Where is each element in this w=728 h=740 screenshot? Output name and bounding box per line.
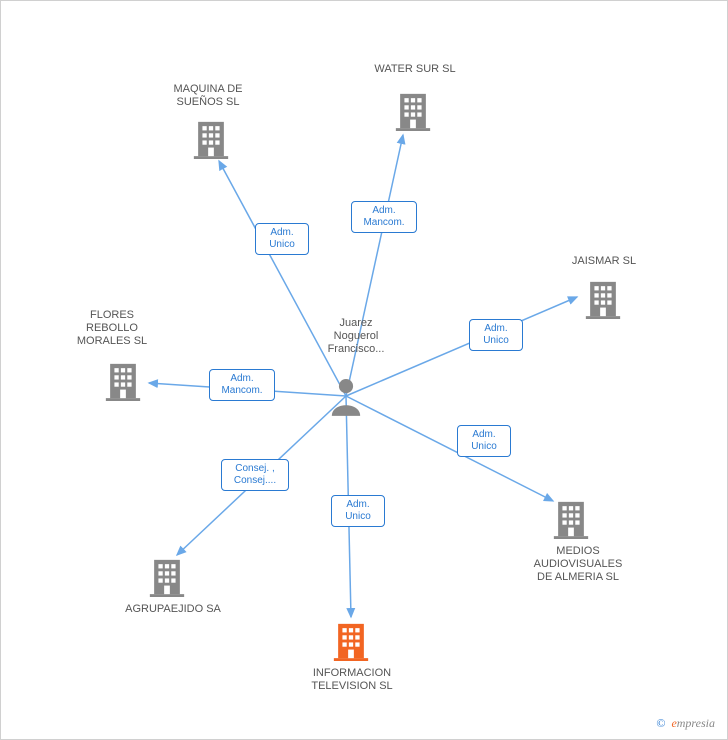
person-icon xyxy=(329,376,363,416)
footer-credit: © empresia xyxy=(656,716,715,731)
building-icon[interactable] xyxy=(105,361,141,401)
edge-label: Adm. Mancom. xyxy=(351,201,417,233)
building-icon[interactable] xyxy=(395,91,431,131)
diagram-container: Juarez Noguerol Francisco... MAQUINA DE … xyxy=(0,0,728,740)
copyright-symbol: © xyxy=(656,716,665,730)
node-label: AGRUPAEJIDO SA xyxy=(113,603,233,616)
building-icon[interactable] xyxy=(585,279,621,319)
node-label: JAISMAR SL xyxy=(559,255,649,268)
edge-line xyxy=(346,135,403,396)
node-label: FLORES REBOLLO MORALES SL xyxy=(67,309,157,349)
edge-label: Adm. Unico xyxy=(469,319,523,351)
brand-rest: mpresia xyxy=(677,716,715,730)
node-label: MEDIOS AUDIOVISUALES DE ALMERIA SL xyxy=(523,545,633,585)
edge-label: Adm. Unico xyxy=(255,223,309,255)
edge-line xyxy=(346,396,553,501)
node-label: INFORMACION TELEVISION SL xyxy=(297,667,407,693)
edge-label: Adm. Mancom. xyxy=(209,369,275,401)
center-node-label: Juarez Noguerol Francisco... xyxy=(321,317,391,357)
node-label: WATER SUR SL xyxy=(355,63,475,76)
node-label: MAQUINA DE SUEÑOS SL xyxy=(153,83,263,109)
edge-label: Adm. Unico xyxy=(457,425,511,457)
building-icon[interactable] xyxy=(149,557,185,597)
building-icon[interactable] xyxy=(333,621,369,661)
edge-line xyxy=(219,161,346,396)
building-icon[interactable] xyxy=(553,499,589,539)
building-icon[interactable] xyxy=(193,119,229,159)
edge-label: Consej. , Consej.... xyxy=(221,459,289,491)
edge-label: Adm. Unico xyxy=(331,495,385,527)
